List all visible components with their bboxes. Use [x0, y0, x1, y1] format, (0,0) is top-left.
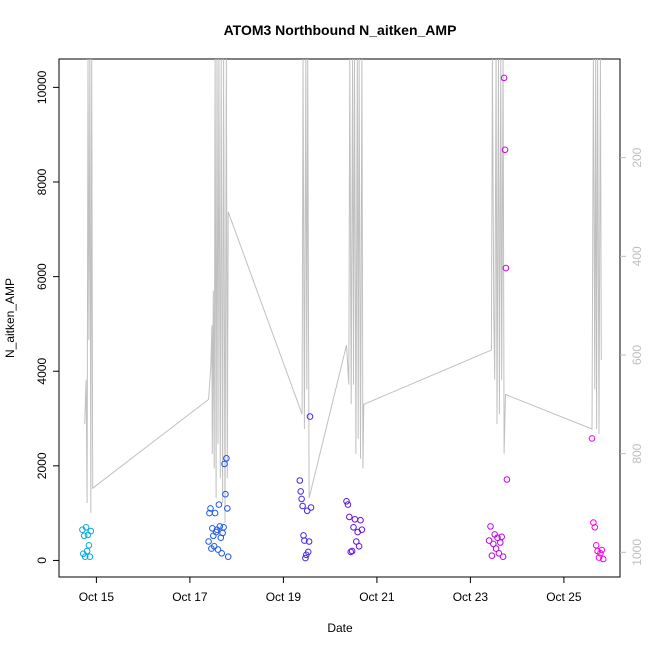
data-point — [494, 534, 501, 542]
y-axis: 0 2000 4000 6000 8000 10000 — [35, 70, 59, 564]
x-tick-label: Oct 19 — [266, 590, 302, 604]
x-tick-label: Oct 17 — [172, 590, 208, 604]
data-point — [307, 504, 315, 511]
y2-tick-label: 200 — [630, 147, 644, 167]
data-point — [599, 555, 607, 563]
data-point — [221, 460, 228, 468]
data-point — [211, 509, 219, 517]
x-tick-label: Oct 23 — [453, 590, 489, 604]
data-point — [343, 498, 350, 505]
data-point — [223, 455, 230, 462]
data-point — [350, 524, 357, 531]
data-point — [85, 542, 93, 549]
data-point — [305, 538, 313, 545]
data-point — [84, 531, 92, 539]
data-point — [351, 516, 359, 523]
x-axis-label: Date — [327, 621, 353, 635]
x-tick-label: Oct 25 — [546, 590, 582, 604]
data-point — [502, 264, 510, 272]
data-point — [488, 552, 496, 560]
plot-frame — [58, 58, 621, 578]
data-point — [224, 505, 231, 512]
data-point — [306, 413, 314, 420]
data-point — [207, 505, 214, 512]
data-point — [224, 553, 232, 561]
data-point — [205, 538, 212, 545]
data-point — [591, 524, 599, 531]
data-point — [592, 542, 600, 549]
data-point — [501, 146, 509, 154]
y-tick-label: 10000 — [35, 70, 49, 104]
data-point — [348, 547, 356, 555]
data-point — [299, 502, 306, 510]
y-tick-label: 2000 — [35, 452, 49, 479]
data-point — [220, 524, 227, 531]
data-point — [86, 553, 94, 561]
data-point — [297, 488, 305, 495]
data-point — [298, 495, 305, 503]
chart-title: ATOM3 Northbound N_aitken_AMP — [224, 22, 457, 38]
y-tick-label: 0 — [35, 557, 49, 564]
secondary-y-axis: 200 400 600 800 1000 — [620, 147, 644, 566]
data-point — [81, 553, 89, 561]
data-point — [355, 543, 363, 550]
data-point — [218, 550, 225, 557]
data-point — [296, 477, 304, 484]
data-point — [347, 548, 355, 556]
data-point — [490, 540, 497, 548]
data-point — [498, 533, 506, 541]
y2-tick-label: 600 — [630, 345, 644, 365]
secondary-series-line — [84, 58, 602, 523]
y-tick-label: 6000 — [35, 263, 49, 290]
data-point — [495, 550, 503, 557]
data-point — [82, 524, 90, 531]
data-point — [595, 554, 603, 561]
data-point — [83, 547, 91, 555]
data-point — [598, 546, 606, 554]
data-point — [304, 548, 312, 556]
data-point — [500, 74, 508, 82]
y-tick-label: 4000 — [35, 358, 49, 385]
data-point — [344, 501, 352, 508]
data-point — [485, 537, 493, 544]
data-point — [503, 476, 511, 483]
data-point — [590, 519, 597, 526]
x-tick-label: Oct 15 — [79, 590, 115, 604]
data-point — [300, 532, 307, 539]
x-axis: Oct 15 Oct 17 Oct 19 Oct 21 Oct 23 Oct 25 — [79, 577, 582, 604]
data-point — [597, 550, 604, 557]
data-point — [210, 543, 218, 550]
data-point — [222, 490, 229, 498]
secondary-line-layer — [84, 58, 602, 523]
data-point — [302, 554, 309, 562]
y2-tick-label: 400 — [630, 246, 644, 266]
data-point — [497, 539, 504, 546]
data-point — [499, 553, 507, 561]
data-point — [358, 526, 366, 534]
data-point — [353, 538, 360, 545]
data-point — [216, 523, 224, 530]
scatter-point-layer — [79, 74, 607, 563]
y-axis-label: N_aitken_AMP — [3, 278, 17, 358]
y2-tick-label: 1000 — [630, 539, 644, 566]
data-point — [209, 525, 216, 532]
data-point — [303, 507, 311, 515]
data-point — [87, 527, 95, 535]
data-point — [588, 435, 596, 442]
data-point — [492, 545, 500, 552]
data-point — [357, 516, 364, 524]
data-point — [487, 523, 494, 530]
data-point — [301, 537, 308, 544]
data-point — [346, 513, 353, 521]
data-point — [214, 546, 222, 553]
data-point — [215, 501, 223, 508]
data-point — [80, 532, 88, 540]
y2-tick-label: 800 — [630, 443, 644, 463]
x-tick-label: Oct 21 — [359, 590, 395, 604]
y-tick-label: 8000 — [35, 168, 49, 195]
